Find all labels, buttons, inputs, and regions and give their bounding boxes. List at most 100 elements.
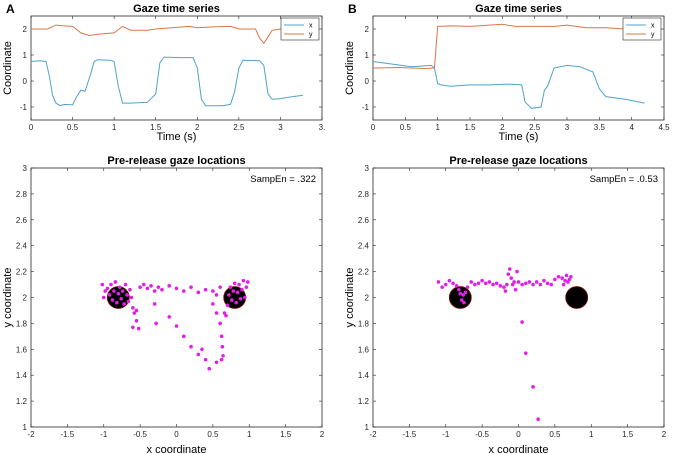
gaze-point bbox=[225, 303, 230, 308]
y-tick-label: 1.4 bbox=[358, 371, 370, 380]
x-tick-label: 3 bbox=[278, 123, 283, 132]
gaze-point bbox=[454, 284, 459, 288]
x-tick-label: 2.5 bbox=[529, 123, 541, 132]
x-tick-label: 4.5 bbox=[658, 123, 670, 132]
gaze-point bbox=[447, 278, 452, 283]
y-tick-label: 2 bbox=[23, 25, 28, 34]
gaze-point bbox=[174, 286, 179, 291]
gaze-point bbox=[243, 295, 247, 300]
y-axis-label: y coordinate bbox=[344, 268, 356, 328]
x-tick-label: 0 bbox=[174, 430, 179, 439]
gaze-point bbox=[498, 284, 503, 288]
gaze-point bbox=[502, 285, 506, 289]
x-tick-label: 0.5 bbox=[549, 430, 561, 439]
gaze-point bbox=[211, 302, 215, 306]
panel-label: B bbox=[348, 2, 357, 16]
x-tick-label: 1.5 bbox=[150, 123, 162, 132]
gaze-point bbox=[196, 352, 201, 357]
gaze-point bbox=[231, 289, 236, 293]
y-tick-label: -1 bbox=[362, 103, 370, 112]
gaze-point bbox=[240, 287, 244, 292]
gaze-point bbox=[119, 296, 124, 301]
y-tick-label: 2.2 bbox=[358, 268, 370, 277]
gaze-point bbox=[513, 287, 518, 292]
gaze-point bbox=[534, 280, 539, 284]
chart-title: Pre-release gaze locations bbox=[449, 155, 587, 167]
gaze-point bbox=[214, 293, 219, 297]
gaze-point bbox=[536, 417, 540, 422]
gaze-point bbox=[107, 293, 112, 297]
gaze-point bbox=[227, 293, 231, 297]
gaze-point bbox=[494, 281, 499, 286]
gaze-point bbox=[238, 296, 243, 301]
y-tick-label: 0 bbox=[23, 77, 28, 86]
gaze-point bbox=[459, 298, 464, 302]
x-tick-label: 1.5 bbox=[622, 430, 634, 439]
gaze-point bbox=[458, 291, 463, 296]
y-tick-label: 2.4 bbox=[358, 242, 370, 251]
gaze-point bbox=[131, 306, 135, 310]
x-axis-label: x coordinate bbox=[147, 444, 207, 454]
y-axis-label: Coordinate bbox=[344, 41, 356, 95]
gaze-point bbox=[211, 289, 215, 293]
gaze-point bbox=[207, 366, 212, 371]
gaze-point bbox=[235, 290, 240, 295]
series-line-x bbox=[372, 61, 645, 109]
x-tick-label: 0 bbox=[371, 123, 376, 132]
gaze-point bbox=[156, 285, 161, 289]
gaze-point bbox=[569, 274, 573, 279]
gaze-point bbox=[241, 278, 246, 283]
legend-label-x: x bbox=[309, 23, 313, 30]
y-tick-label: 0 bbox=[365, 77, 370, 86]
gaze-point bbox=[457, 287, 461, 292]
gaze-point bbox=[214, 311, 219, 315]
y-tick-label: 1.8 bbox=[16, 319, 28, 328]
x-tick-label: -0.5 bbox=[133, 430, 147, 439]
gaze-point bbox=[110, 298, 115, 302]
gaze-point bbox=[476, 281, 481, 286]
gaze-point bbox=[509, 276, 514, 280]
gaze-point bbox=[138, 285, 142, 289]
y-tick-label: 1.6 bbox=[358, 345, 370, 354]
gaze-point bbox=[167, 284, 172, 288]
chart-title: Pre-release gaze locations bbox=[107, 155, 245, 167]
x-tick-label: 2 bbox=[320, 430, 325, 439]
gaze-point bbox=[219, 334, 224, 339]
y-tick-label: 1 bbox=[23, 423, 28, 432]
gaze-point bbox=[461, 293, 466, 297]
x-tick-label: -1 bbox=[442, 430, 450, 439]
gaze-point bbox=[549, 282, 554, 287]
gaze-point bbox=[149, 284, 153, 288]
gaze-point bbox=[125, 293, 129, 297]
gaze-point bbox=[203, 287, 208, 292]
series-line-y bbox=[31, 24, 303, 45]
gaze-point bbox=[520, 282, 524, 287]
legend-box bbox=[280, 17, 320, 41]
y-tick-label: 2 bbox=[23, 294, 28, 303]
gaze-point bbox=[531, 282, 535, 287]
gaze-point bbox=[516, 280, 521, 284]
gaze-point bbox=[120, 289, 125, 293]
gaze-point bbox=[141, 282, 146, 287]
sampen-annotation: SampEn = .322 bbox=[250, 174, 316, 185]
gaze-point bbox=[523, 281, 528, 286]
gaze-point bbox=[122, 302, 126, 306]
y-tick-label: 2 bbox=[365, 25, 370, 34]
x-axis-label: Time (s) bbox=[499, 131, 539, 143]
x-tick-label: 4 bbox=[629, 123, 634, 132]
y-tick-label: 2.6 bbox=[358, 216, 370, 225]
x-tick-label: 1 bbox=[247, 430, 252, 439]
gaze-point bbox=[219, 357, 224, 362]
series-line-x bbox=[30, 56, 303, 107]
y-tick-label: 2 bbox=[365, 294, 370, 303]
y-tick-label: 1.2 bbox=[358, 397, 370, 406]
gaze-point bbox=[115, 300, 119, 305]
gaze-point bbox=[112, 289, 116, 293]
gaze-point bbox=[520, 320, 524, 324]
x-tick-label: 1 bbox=[589, 430, 594, 439]
B-timeseries-chart: B Gaze time series 0 0.5 1 1.5 2 2.5 3 3.5 4 4.5 -1 0… bbox=[344, 2, 670, 143]
x-axis-label: Time (s) bbox=[157, 131, 197, 143]
gaze-point bbox=[224, 313, 228, 318]
x-tick-label: 2.5 bbox=[233, 123, 245, 132]
